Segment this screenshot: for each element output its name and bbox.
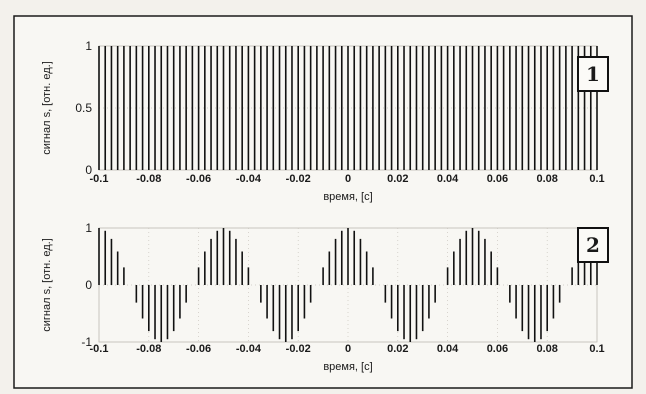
x-tick-label: -0.02 [286,343,311,355]
y-tick-label: 0 [85,163,92,177]
x-tick-label: 0.02 [387,343,408,355]
x-tick-label: 0.08 [536,173,557,185]
panel-badge [577,227,609,263]
x-tick-label: 0 [345,173,351,185]
x-tick-label: 0.1 [589,343,604,355]
x-tick-label: -0.04 [236,343,262,355]
x-tick-label: 0.04 [437,343,459,355]
x-tick-label: -0.02 [286,173,311,185]
x-tick-label: 0.08 [536,343,557,355]
x-tick-label: -0.1 [90,343,109,355]
x-tick-label: 0.04 [437,173,459,185]
x-tick-label: 0.02 [387,173,408,185]
chart-panel-2: -1 0 1 -0.1 -0.08 -0.06 -0.04 -0.02 0 0.02 0.04 0.0… [41,221,609,373]
y-tick-label: -1 [81,335,92,349]
y-axis-label: сигнал s, [отн. ед.] [41,238,53,332]
x-tick-label: -0.1 [90,173,109,185]
x-tick-label: 0.06 [487,173,508,185]
panel-badge-label: 2 [586,233,600,257]
x-tick-label: -0.08 [136,173,161,185]
x-tick-label: 0.06 [487,343,508,355]
x-tick-label: -0.04 [236,173,262,185]
x-tick-label: -0.06 [186,343,211,355]
x-tick-label: 0.1 [589,173,604,185]
x-axis-label: время, [c] [323,361,372,373]
y-tick-label: 1 [85,39,92,53]
y-tick-label: 1 [85,221,92,235]
y-tick-label: 0.5 [75,101,92,115]
panel-badge-label: 1 [586,62,600,86]
x-axis-label: время, [c] [323,191,372,203]
y-axis-label: сигнал s, [отн. ед.] [41,61,53,155]
y-tick-label: 0 [85,278,92,292]
x-tick-label: 0 [345,343,351,355]
x-tick-label: -0.06 [186,173,211,185]
x-tick-label: -0.08 [136,343,161,355]
panel-badge [577,56,609,92]
chart-panel-1: 0 0.5 1 -0.1 -0.08 -0.06 -0.04 -0.02 0 0.02 0.04 0.… [41,39,609,203]
